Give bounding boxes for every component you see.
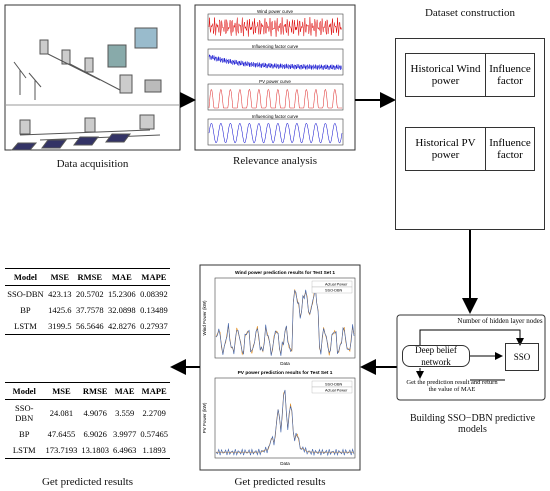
decorative-curve xyxy=(208,17,343,37)
table-cell: 6.9026 xyxy=(83,429,107,439)
x-axis-label: Data xyxy=(280,461,290,466)
table-cell: 423.13 xyxy=(48,289,72,299)
mini-plot-title: Influencing factor curve xyxy=(252,114,299,119)
header-cell: Model xyxy=(5,382,44,400)
dataset-box: Historical Wind power Influence factor H… xyxy=(395,38,545,230)
header-row: Model MSE RMSE MAE MAPE xyxy=(5,382,170,400)
header-cell: MAPE xyxy=(138,382,170,400)
legend-label: Actual Power xyxy=(325,389,348,393)
plot-title: PV power prediction results for Test Set… xyxy=(238,370,333,376)
table-cell: 37.7578 xyxy=(75,305,104,315)
feedback-label: Get the prediction result and return the… xyxy=(406,379,498,393)
table-cell: SSO-DBN xyxy=(15,403,34,423)
table-cell: 1425.6 xyxy=(48,305,72,315)
legend-label: Actual Power xyxy=(325,283,348,287)
caption: Get predicted results xyxy=(234,476,326,488)
header-cell: MAPE xyxy=(137,268,170,286)
table-cell: 15.2306 xyxy=(108,289,136,299)
header-cell: Model xyxy=(5,268,46,286)
dbn-box: Deep belief network xyxy=(402,345,470,367)
mini-plot-frame xyxy=(207,48,344,76)
table-cell: 47.6455 xyxy=(47,429,76,439)
table-cell: 24.081 xyxy=(49,408,74,418)
caption: Data acquisition xyxy=(56,158,129,170)
table-container: Model MSE RMSE MAE MAPE SSO-DBN 423.13 20.5702 1… xyxy=(5,268,170,335)
table-cell: 0.57465 xyxy=(140,429,168,439)
table-cell: 2.2709 xyxy=(142,408,166,418)
decorative-curve xyxy=(208,122,343,144)
y-axis-label: Wind Power (kW) xyxy=(202,300,207,336)
dataset-source: Historical Wind power xyxy=(406,54,486,96)
dataset-source: Historical PV power xyxy=(406,128,486,170)
decorative-curve xyxy=(208,88,342,109)
table-cell: 1.1893 xyxy=(138,442,170,459)
legend-box xyxy=(311,386,353,394)
table-cell: 0.08392 xyxy=(140,289,168,299)
legend-label: SSO-DBN xyxy=(325,289,343,293)
decorative-curve xyxy=(215,389,355,457)
table-cell: 13.1803 xyxy=(79,442,111,459)
y-axis-label: PV Power (kW) xyxy=(202,402,207,433)
dataset-factor: Influence factor xyxy=(489,63,531,87)
sso-box: SSO xyxy=(505,343,539,371)
legend-box xyxy=(311,286,353,294)
table-cell: 20.5702 xyxy=(75,289,104,299)
arrow xyxy=(419,329,524,346)
header-row: Model MSE RMSE MAE MAPE xyxy=(5,268,170,286)
table-cell: LSTM xyxy=(5,318,46,335)
header-cell: MAE xyxy=(105,268,138,286)
model-box xyxy=(396,314,546,401)
table-cell: SSO-DBN xyxy=(7,289,44,299)
header-cell: MSE xyxy=(45,268,74,286)
table-cell: 3.559 xyxy=(115,408,135,418)
table-container: Model MSE RMSE MAE MAPE SSO-DBN 24.081 4.9076 3.… xyxy=(5,382,170,459)
table-cell: 6.4963 xyxy=(111,442,139,459)
decorative-curve xyxy=(215,286,355,356)
dataset-title: Dataset construction xyxy=(424,7,516,19)
table-row: LSTM 3199.5 56.5646 42.8276 0.27937 xyxy=(5,318,170,335)
x-axis-label: Data xyxy=(280,361,290,366)
table-cell: LSTM xyxy=(5,442,44,459)
table-cell: 56.5646 xyxy=(73,318,106,335)
header-cell: MSE xyxy=(43,382,80,400)
dataset-row: Historical Wind power Influence factor xyxy=(405,53,535,97)
caption: Building SSO−DBN predictive models xyxy=(409,413,536,435)
metrics-table: Model MSE RMSE MAE MAPE SSO-DBN 423.13 20.5702 1… xyxy=(5,268,170,335)
table-cell: BP xyxy=(20,305,31,315)
table-cell: 42.8276 xyxy=(105,318,138,335)
model-top-label: Number of hidden layer nodes xyxy=(457,317,543,325)
pv-farm-illustration xyxy=(10,114,161,151)
header-cell: MAE xyxy=(111,382,139,400)
decorative-curve xyxy=(208,54,343,70)
mini-plot-title: PV power curve xyxy=(259,79,291,84)
table-cell: 3.9977 xyxy=(113,429,137,439)
table-row: BP 1425.6 37.7578 32.0898 0.13489 xyxy=(5,302,170,318)
metrics-table: Model MSE RMSE MAE MAPE SSO-DBN 24.081 4.9076 3.… xyxy=(5,382,170,459)
table-cell: 0.27937 xyxy=(137,318,170,335)
plot-title: Wind power prediction results for Test S… xyxy=(235,270,335,276)
table-cell: 173.7193 xyxy=(43,442,80,459)
dataset-row: Historical PV power Influence factor xyxy=(405,127,535,171)
caption: Relevance analysis xyxy=(233,155,317,167)
table-cell: 4.9076 xyxy=(83,408,107,418)
mini-plot-title: Wind power curve xyxy=(257,9,294,14)
table-cell: 3199.5 xyxy=(45,318,74,335)
table-row: SSO-DBN 24.081 4.9076 3.559 2.2709 xyxy=(5,400,170,427)
table-cell: BP xyxy=(19,429,30,439)
caption: Get predicted results xyxy=(41,476,134,488)
table-cell: 0.13489 xyxy=(140,305,168,315)
table-row: LSTM 173.7193 13.1803 6.4963 1.1893 xyxy=(5,442,170,459)
table-row: BP 47.6455 6.9026 3.9977 0.57465 xyxy=(5,426,170,442)
wind-farm-illustration xyxy=(13,27,162,100)
mini-plot-title: Influencing factor curve xyxy=(252,44,299,49)
table-row: SSO-DBN 423.13 20.5702 15.2306 0.08392 xyxy=(5,286,170,303)
header-cell: RMSE xyxy=(73,268,106,286)
header-cell: RMSE xyxy=(79,382,111,400)
table-cell: 32.0898 xyxy=(108,305,136,315)
dataset-factor: Influence factor xyxy=(489,137,531,161)
legend-label: SSO-DBN xyxy=(325,383,343,387)
